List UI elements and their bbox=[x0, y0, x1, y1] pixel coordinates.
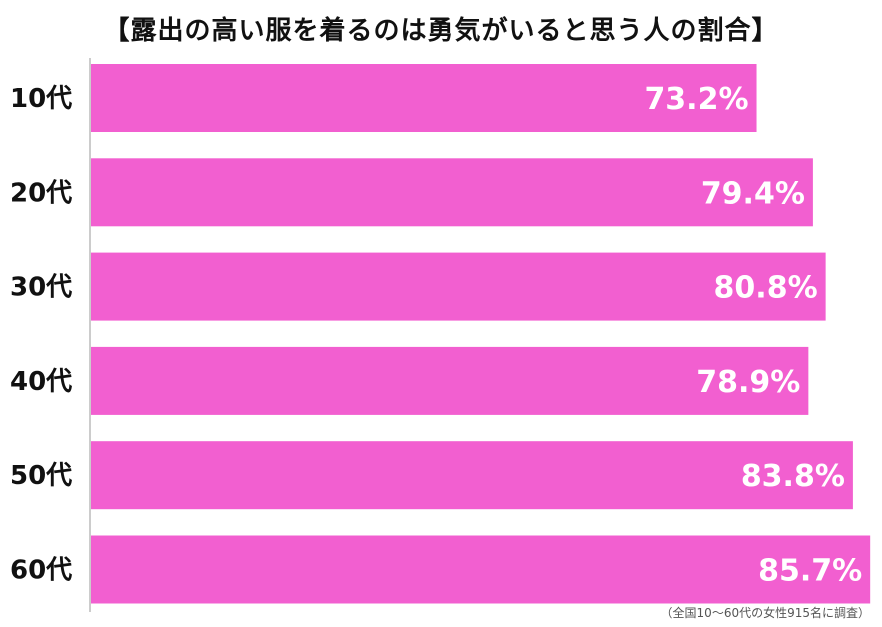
category-label: 40代 bbox=[10, 367, 72, 397]
value-label: 85.7% bbox=[758, 554, 862, 589]
value-label: 78.9% bbox=[696, 365, 800, 400]
category-label: 20代 bbox=[10, 178, 72, 208]
bar bbox=[91, 64, 757, 132]
category-label: 30代 bbox=[10, 273, 72, 303]
category-label: 50代 bbox=[10, 461, 72, 491]
value-label: 79.4% bbox=[701, 176, 805, 211]
bar bbox=[91, 158, 813, 227]
value-label: 80.8% bbox=[714, 271, 818, 306]
footnote: （全国10～60代の女性915名に調査） bbox=[660, 606, 870, 620]
category-label: 10代 bbox=[10, 84, 72, 114]
bar bbox=[91, 346, 809, 415]
bars-group: 10代 73.2% 20代 79.4% 30代 80.8% 40代 78.9% 50代 83.8%… bbox=[10, 64, 871, 604]
bar bbox=[91, 535, 871, 604]
bar bbox=[91, 252, 826, 321]
value-label: 83.8% bbox=[741, 459, 845, 494]
value-label: 73.2% bbox=[644, 82, 748, 117]
chart-title: 【露出の高い服を着るのは勇気がいると思う人の割合】 bbox=[103, 16, 779, 46]
bar bbox=[91, 441, 853, 510]
category-label: 60代 bbox=[10, 556, 72, 586]
